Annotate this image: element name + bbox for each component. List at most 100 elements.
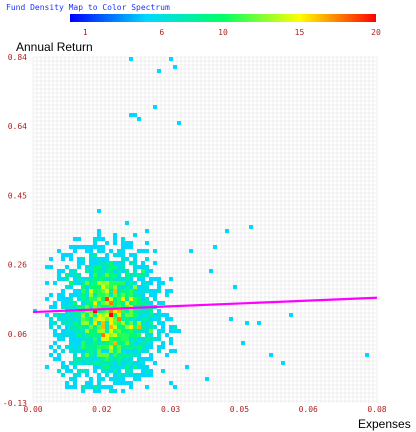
- density-cell: [101, 361, 105, 365]
- density-cell: [117, 377, 121, 381]
- density-cell: [149, 317, 153, 321]
- density-cell: [177, 121, 181, 125]
- density-cell: [137, 313, 141, 317]
- density-cell: [141, 265, 145, 269]
- density-cell: [137, 317, 141, 321]
- density-cell: [141, 349, 145, 353]
- density-cell: [101, 349, 105, 353]
- density-cell: [113, 369, 117, 373]
- density-cell: [129, 285, 133, 289]
- density-cell: [89, 281, 93, 285]
- density-cell: [85, 329, 89, 333]
- legend-tick-label: 1: [83, 28, 88, 37]
- density-cell: [85, 301, 89, 305]
- density-cell: [73, 377, 77, 381]
- density-cell: [149, 281, 153, 285]
- density-cell: [145, 365, 149, 369]
- density-cell: [101, 333, 105, 337]
- density-cell: [73, 269, 77, 273]
- density-cell: [77, 321, 81, 325]
- y-tick-label: -0.13: [3, 399, 27, 408]
- density-cell: [93, 297, 97, 301]
- density-cell: [97, 333, 101, 337]
- density-cell: [129, 349, 133, 353]
- density-cell: [109, 297, 113, 301]
- density-cell: [69, 377, 73, 381]
- density-cell: [93, 269, 97, 273]
- density-cell: [69, 245, 73, 249]
- density-cell: [173, 329, 177, 333]
- density-cell: [137, 309, 141, 313]
- density-cell: [105, 289, 109, 293]
- density-cell: [101, 289, 105, 293]
- density-cell: [77, 265, 81, 269]
- density-cell: [129, 373, 133, 377]
- density-cell: [153, 325, 157, 329]
- density-cell: [105, 257, 109, 261]
- density-cell: [141, 309, 145, 313]
- density-cell: [117, 329, 121, 333]
- density-cell: [81, 369, 85, 373]
- density-cell: [97, 257, 101, 261]
- density-cell: [113, 285, 117, 289]
- density-cell: [133, 273, 137, 277]
- density-cell: [49, 317, 53, 321]
- density-cell: [85, 269, 89, 273]
- density-cell: [113, 345, 117, 349]
- density-cell: [109, 285, 113, 289]
- density-cell: [109, 293, 113, 297]
- density-cell: [113, 309, 117, 313]
- density-cell: [165, 293, 169, 297]
- density-cell: [153, 297, 157, 301]
- density-cell: [57, 357, 61, 361]
- density-cell: [133, 337, 137, 341]
- density-cell: [81, 317, 85, 321]
- density-cell: [93, 321, 97, 325]
- density-cell: [109, 369, 113, 373]
- density-cell: [89, 337, 93, 341]
- density-cell: [57, 369, 61, 373]
- density-cell: [105, 261, 109, 265]
- density-cell: [97, 385, 101, 389]
- x-tick-label: 0.02: [92, 405, 111, 414]
- density-cell: [89, 249, 93, 253]
- density-cell: [157, 285, 161, 289]
- density-cell: [157, 321, 161, 325]
- density-cell: [109, 337, 113, 341]
- density-cell: [73, 349, 77, 353]
- density-cell: [49, 325, 53, 329]
- density-cell: [85, 313, 89, 317]
- density-cell: [93, 277, 97, 281]
- density-cell: [137, 249, 141, 253]
- x-axis-ticks: 0.00 0.02 0.03 0.05 0.06 0.08: [23, 405, 386, 414]
- density-cell: [157, 337, 161, 341]
- density-cell: [105, 325, 109, 329]
- density-cell: [129, 241, 133, 245]
- density-cell: [101, 273, 105, 277]
- density-cell: [77, 245, 81, 249]
- density-cell: [145, 349, 149, 353]
- density-cell: [69, 317, 73, 321]
- density-cell: [97, 289, 101, 293]
- density-cell: [133, 373, 137, 377]
- density-cell: [101, 377, 105, 381]
- density-cell: [113, 365, 117, 369]
- density-cell: [109, 313, 113, 317]
- density-cell: [137, 361, 141, 365]
- density-cell: [137, 345, 141, 349]
- density-cell: [89, 325, 93, 329]
- density-cell: [105, 353, 109, 357]
- density-cell: [45, 313, 49, 317]
- density-cell: [137, 301, 141, 305]
- density-cell: [97, 265, 101, 269]
- density-cell: [97, 309, 101, 313]
- density-cell: [113, 261, 117, 265]
- density-cell: [145, 325, 149, 329]
- density-cell: [101, 249, 105, 253]
- density-cell: [69, 253, 73, 257]
- density-cell: [113, 361, 117, 365]
- density-cell: [109, 365, 113, 369]
- density-cell: [161, 369, 165, 373]
- density-cell: [97, 337, 101, 341]
- density-cell: [109, 301, 113, 305]
